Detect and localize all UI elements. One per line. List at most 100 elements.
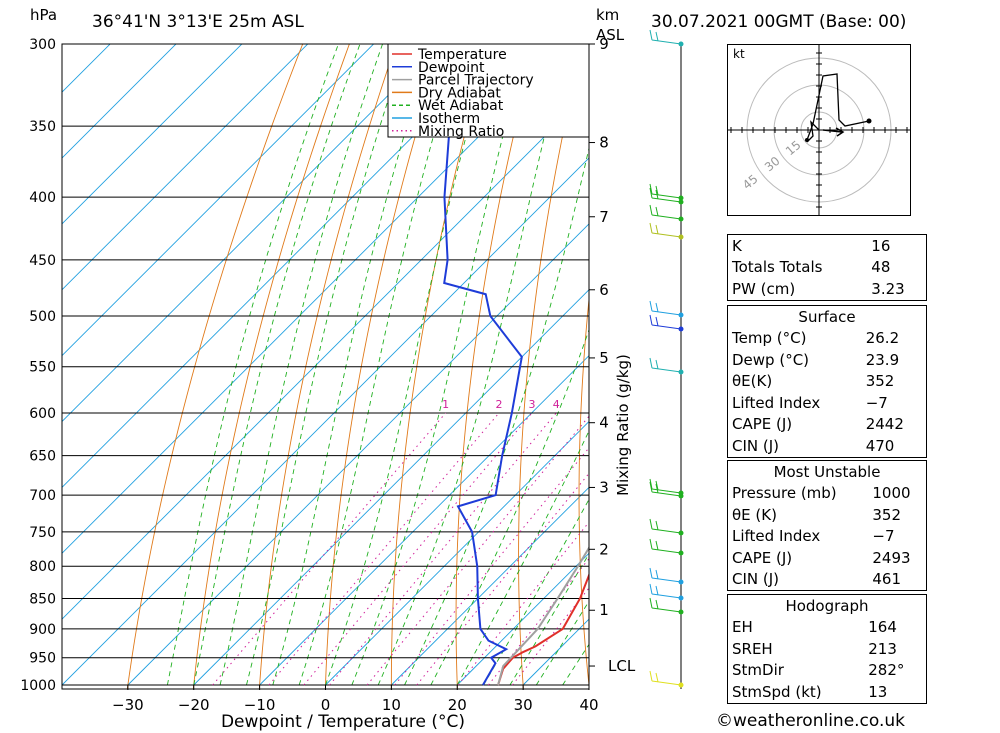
hodograph-end-dot [866, 118, 872, 124]
wet-adiabat-line [509, 553, 589, 686]
legend-label: Wet Adiabat [418, 98, 504, 114]
isotherm-line [325, 420, 589, 686]
mixing-ratio-tick-label: 2 [495, 398, 502, 411]
table-row: Dewp (°C) 23.9 [728, 349, 927, 371]
mu-value: 352 [872, 505, 902, 524]
table-row: Temp (°C) 26.2 [728, 328, 927, 350]
km-tick-label: 3 [599, 478, 609, 496]
wind-barb [649, 29, 682, 45]
pressure-tick-label: 950 [29, 651, 56, 667]
indices-table: K 16 Totals Totals 48 PW (cm) 3.23 [727, 234, 927, 301]
wet-adiabat-line [535, 600, 589, 686]
hodo-value: 282° [868, 661, 905, 680]
hodo-label: StmSpd (kt) [732, 682, 822, 701]
wind-barb [649, 538, 682, 554]
isotherm-line [259, 354, 589, 686]
mixing-ratio-line [268, 412, 500, 686]
mixing-ratio-tick-label: 10 [631, 398, 645, 411]
index-label: Totals Totals [732, 258, 823, 277]
hodograph-trace-low [806, 120, 820, 143]
wet-adiabat-line [377, 44, 568, 686]
mu-label: CIN (J) [732, 570, 780, 589]
mixing-ratio-line [329, 412, 557, 686]
wet-adiabat-line [430, 328, 589, 686]
table-row: StmDir 282° [728, 660, 927, 682]
mu-value: −7 [872, 527, 895, 546]
mixing-ratio-tick-label: 1 [442, 398, 449, 411]
pressure-tick-label: 450 [29, 253, 56, 269]
mu-label: CAPE (J) [732, 548, 793, 567]
isotherm-line [62, 44, 309, 291]
temperature-profile [497, 572, 589, 686]
legend-box [387, 43, 590, 138]
surface-value: 2442 [865, 415, 904, 434]
pressure-tick-label: 700 [29, 488, 56, 504]
table-row: Totals Totals 48 [728, 257, 927, 279]
surface-label: CAPE (J) [732, 415, 793, 434]
index-value: 16 [871, 236, 891, 255]
wet-adiabat-line [166, 44, 339, 686]
km-tick-label: 7 [599, 208, 609, 226]
dry-adiabat-line [192, 44, 350, 689]
dry-adiabat-line [126, 44, 304, 689]
table-row: StmSpd (kt) 13 [728, 681, 927, 703]
table-row: CAPE (J) 2493 [728, 547, 927, 569]
surface-label: Lifted Index [732, 393, 821, 412]
isotherm-line [588, 684, 589, 685]
pressure-tick-label: 650 [29, 449, 56, 465]
x-axis-title: Dewpoint / Temperature (°C) [221, 712, 465, 732]
x-tick-label: 20 [448, 696, 467, 714]
dry-adiabat-line [638, 0, 697, 711]
mixing-ratio-tick-label: 20 [699, 398, 713, 411]
pressure-tick-label: 1000 [20, 678, 56, 694]
table-row: θE (K) 352 [728, 504, 927, 526]
km-tick-label: 6 [599, 281, 609, 299]
hodo-value: 213 [868, 639, 897, 658]
table-row: CIN (J) 461 [728, 569, 927, 591]
x-tick-label: 10 [382, 696, 401, 714]
wet-adiabat-line [351, 44, 528, 686]
mixing-ratio-line [303, 412, 533, 686]
location-title: 36°41'N 3°13'E 25m ASL [92, 12, 304, 32]
surface-table: Surface Temp (°C) 26.2 Dewp (°C) 23.9 θE(K… [727, 305, 927, 458]
isotherm-line [62, 44, 243, 225]
mixing-ratio-axis-label: Mixing Ratio (g/kg) [614, 354, 632, 496]
mu-label: Lifted Index [732, 527, 821, 546]
km-tick-label: 5 [599, 349, 609, 367]
isotherm-line [62, 44, 111, 93]
isotherm-line [62, 91, 589, 620]
mixing-ratio-tick-label: 4 [553, 398, 560, 411]
mu-value: 1000 [872, 484, 911, 503]
pressure-tick-label: 600 [29, 406, 56, 422]
mixing-ratio-tick-label: 15 [670, 398, 684, 411]
wet-adiabat-line [325, 44, 493, 686]
mu-value: 2493 [872, 548, 911, 567]
datetime-title: 30.07.2021 00GMT (Base: 00) [651, 12, 907, 32]
legend-label: Parcel Trajectory [418, 73, 534, 89]
pressure-tick-label: 550 [29, 360, 56, 376]
wind-barb [649, 478, 682, 494]
table-row: θE(K) 352 [728, 371, 927, 393]
asl-label: ASL [596, 26, 625, 44]
km-tick-label: 4 [599, 414, 609, 432]
wind-barb [649, 204, 682, 220]
hodo-value: 13 [868, 682, 888, 701]
lcl-label: LCL [608, 657, 636, 675]
parcel-trajectory-profile [497, 545, 589, 686]
isotherm-line [391, 486, 589, 686]
wind-barb [649, 222, 682, 238]
wind-barb [649, 314, 682, 330]
km-tick-label: 8 [599, 134, 609, 152]
pressure-tick-label: 350 [29, 119, 56, 135]
pressure-tick-label: 850 [29, 591, 56, 607]
wet-adiabat-line [193, 44, 361, 686]
index-label: PW (cm) [732, 279, 796, 298]
wet-adiabat-line [246, 44, 408, 686]
wind-barb [649, 670, 682, 686]
mu-value: 461 [872, 570, 902, 589]
table-row: CAPE (J) 2442 [728, 414, 927, 436]
wet-adiabat-line [219, 44, 384, 686]
index-value: 3.23 [871, 279, 905, 298]
surface-label: Temp (°C) [732, 329, 807, 348]
hodo-label: StmDir [732, 661, 784, 680]
